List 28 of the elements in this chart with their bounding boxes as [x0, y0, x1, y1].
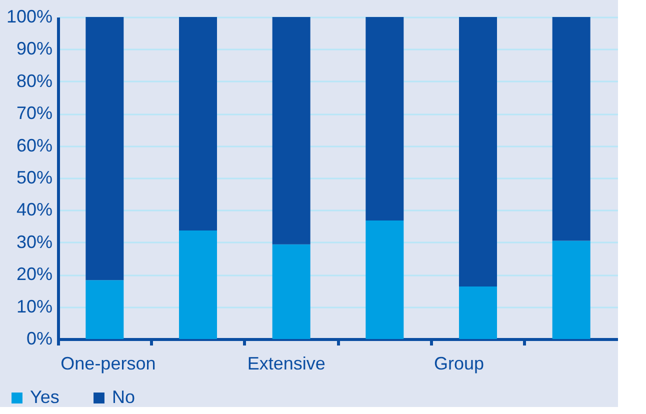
- y-tick-label: 30%: [16, 232, 52, 252]
- x-tick-label: Group: [434, 354, 484, 374]
- bar: [272, 244, 310, 339]
- y-tick-label: 60%: [16, 135, 52, 156]
- y-tick-label: 70%: [16, 103, 52, 124]
- bar: [366, 220, 404, 339]
- bar: [366, 17, 404, 221]
- bar: [179, 230, 217, 339]
- y-tick-label: 40%: [16, 200, 52, 220]
- bar: [459, 286, 497, 339]
- bar: [179, 17, 217, 230]
- y-tick-label: 80%: [16, 70, 52, 91]
- bar: [459, 17, 497, 287]
- legend-label: No: [112, 387, 136, 407]
- y-tick-label: 10%: [16, 296, 52, 316]
- legend-label: Yes: [30, 387, 60, 407]
- y-tick-label: 20%: [16, 264, 52, 284]
- bar: [552, 240, 590, 339]
- x-tick-label: Extensive: [247, 354, 326, 374]
- y-tick-label: 0%: [26, 328, 52, 348]
- y-tick-label: 90%: [16, 38, 52, 59]
- bar: [86, 280, 124, 339]
- y-tick-label: 100%: [6, 6, 52, 26]
- x-tick-label: One-person: [60, 354, 156, 374]
- bar: [272, 17, 310, 244]
- y-tick-label: 50%: [16, 168, 52, 188]
- bar: [86, 17, 124, 280]
- bar: [552, 17, 590, 241]
